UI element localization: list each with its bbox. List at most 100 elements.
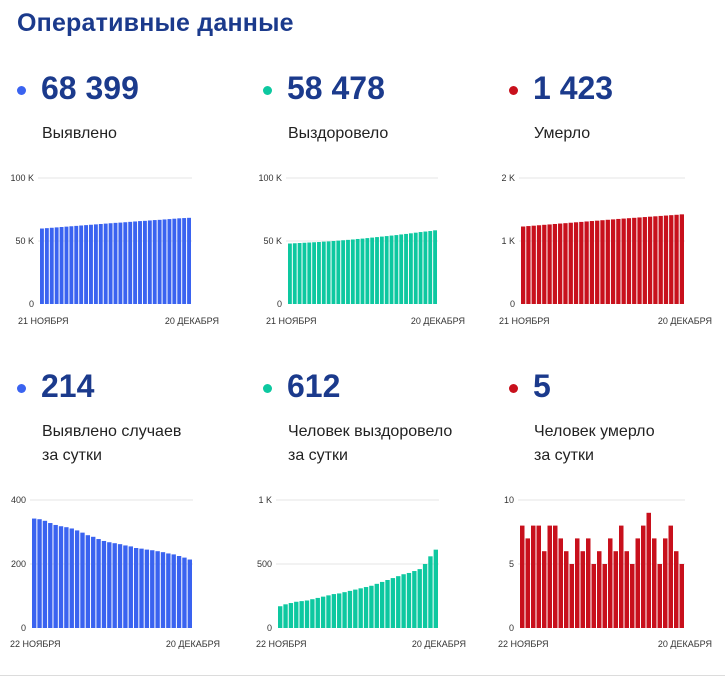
- bar: [103, 223, 108, 304]
- bar: [413, 232, 418, 304]
- bar: [531, 525, 536, 628]
- legend-dot-icon: [17, 86, 26, 95]
- bar: [123, 545, 128, 628]
- bar: [182, 218, 187, 304]
- bar: [42, 520, 48, 628]
- bar: [589, 221, 595, 304]
- bar: [133, 221, 138, 304]
- bar: [679, 564, 684, 628]
- bar: [657, 564, 662, 628]
- bar: [674, 551, 679, 628]
- x-axis-end-label: 20 ДЕКАБРЯ: [165, 316, 219, 326]
- bottom-divider: [0, 675, 725, 676]
- x-axis-end-label: 20 ДЕКАБРЯ: [411, 316, 465, 326]
- bar: [613, 551, 618, 628]
- bar: [536, 525, 541, 628]
- bar: [569, 564, 574, 628]
- bar: [433, 549, 438, 628]
- bar: [621, 218, 626, 304]
- x-axis-start-label: 21 НОЯБРЯ: [499, 316, 550, 326]
- bar: [568, 222, 573, 304]
- bar: [80, 532, 85, 628]
- bar: [53, 524, 58, 628]
- bar: [337, 593, 342, 628]
- bar: [312, 242, 317, 304]
- bar: [390, 578, 396, 628]
- bar: [608, 538, 613, 628]
- bar: [394, 235, 399, 304]
- bar: [138, 221, 142, 304]
- bar: [401, 574, 406, 628]
- bar: [74, 225, 79, 304]
- bar: [385, 580, 390, 628]
- stat-value: 214: [41, 368, 95, 404]
- bar: [171, 554, 176, 628]
- bar: [166, 553, 171, 628]
- bar: [422, 564, 428, 628]
- bar: [91, 536, 96, 628]
- bar: [404, 233, 408, 304]
- bar: [658, 215, 663, 304]
- bar: [597, 551, 602, 628]
- bar: [117, 544, 123, 628]
- bar: [526, 226, 531, 304]
- stat-label: Человек выздоровело за сутки: [288, 423, 453, 464]
- bar: [152, 220, 157, 304]
- bar: [624, 551, 629, 628]
- bar: [600, 220, 605, 304]
- bar: [288, 603, 294, 628]
- bar: [663, 538, 668, 628]
- bar: [602, 564, 607, 628]
- x-axis-start-label: 22 НОЯБРЯ: [10, 639, 61, 649]
- bar: [563, 223, 568, 304]
- bar: [139, 548, 144, 628]
- bar: [160, 552, 166, 628]
- bar: [547, 525, 552, 628]
- bar: [113, 222, 118, 304]
- stat-value: 5: [533, 368, 551, 404]
- bar: [369, 585, 374, 628]
- bar: [679, 214, 684, 304]
- bar: [89, 224, 93, 304]
- bar: [399, 234, 404, 304]
- bar: [605, 219, 610, 304]
- y-tick-label: 0: [509, 623, 514, 633]
- stat-label: Выздоровело: [288, 125, 389, 142]
- bar: [417, 569, 422, 628]
- bar: [157, 219, 162, 304]
- bar: [108, 223, 113, 304]
- bar: [69, 528, 74, 628]
- bar: [162, 219, 167, 304]
- bar: [144, 549, 150, 628]
- bar: [347, 590, 353, 628]
- bar: [320, 596, 326, 628]
- bar: [619, 525, 624, 628]
- bar: [48, 523, 53, 628]
- bar: [278, 606, 283, 628]
- x-axis-end-label: 20 ДЕКАБРЯ: [658, 639, 712, 649]
- bar: [573, 222, 579, 304]
- bar: [632, 217, 637, 304]
- bar: [396, 576, 401, 628]
- bar: [123, 222, 128, 304]
- x-axis-start-label: 21 НОЯБРЯ: [266, 316, 317, 326]
- legend-dot-icon: [17, 384, 26, 393]
- y-tick-label: 0: [510, 299, 515, 309]
- bar: [626, 218, 632, 304]
- bar: [321, 241, 326, 304]
- bar: [128, 546, 133, 628]
- bar: [69, 226, 74, 304]
- x-axis-start-label: 22 НОЯБРЯ: [256, 639, 307, 649]
- bar: [59, 227, 64, 304]
- bar: [646, 512, 651, 628]
- bar: [358, 588, 363, 628]
- bar: [616, 218, 621, 304]
- bar: [331, 241, 336, 304]
- bar: [637, 217, 642, 304]
- bar: [531, 225, 536, 304]
- legend-dot-icon: [509, 86, 518, 95]
- bar: [641, 525, 646, 628]
- bar: [564, 551, 569, 628]
- bar: [49, 227, 54, 304]
